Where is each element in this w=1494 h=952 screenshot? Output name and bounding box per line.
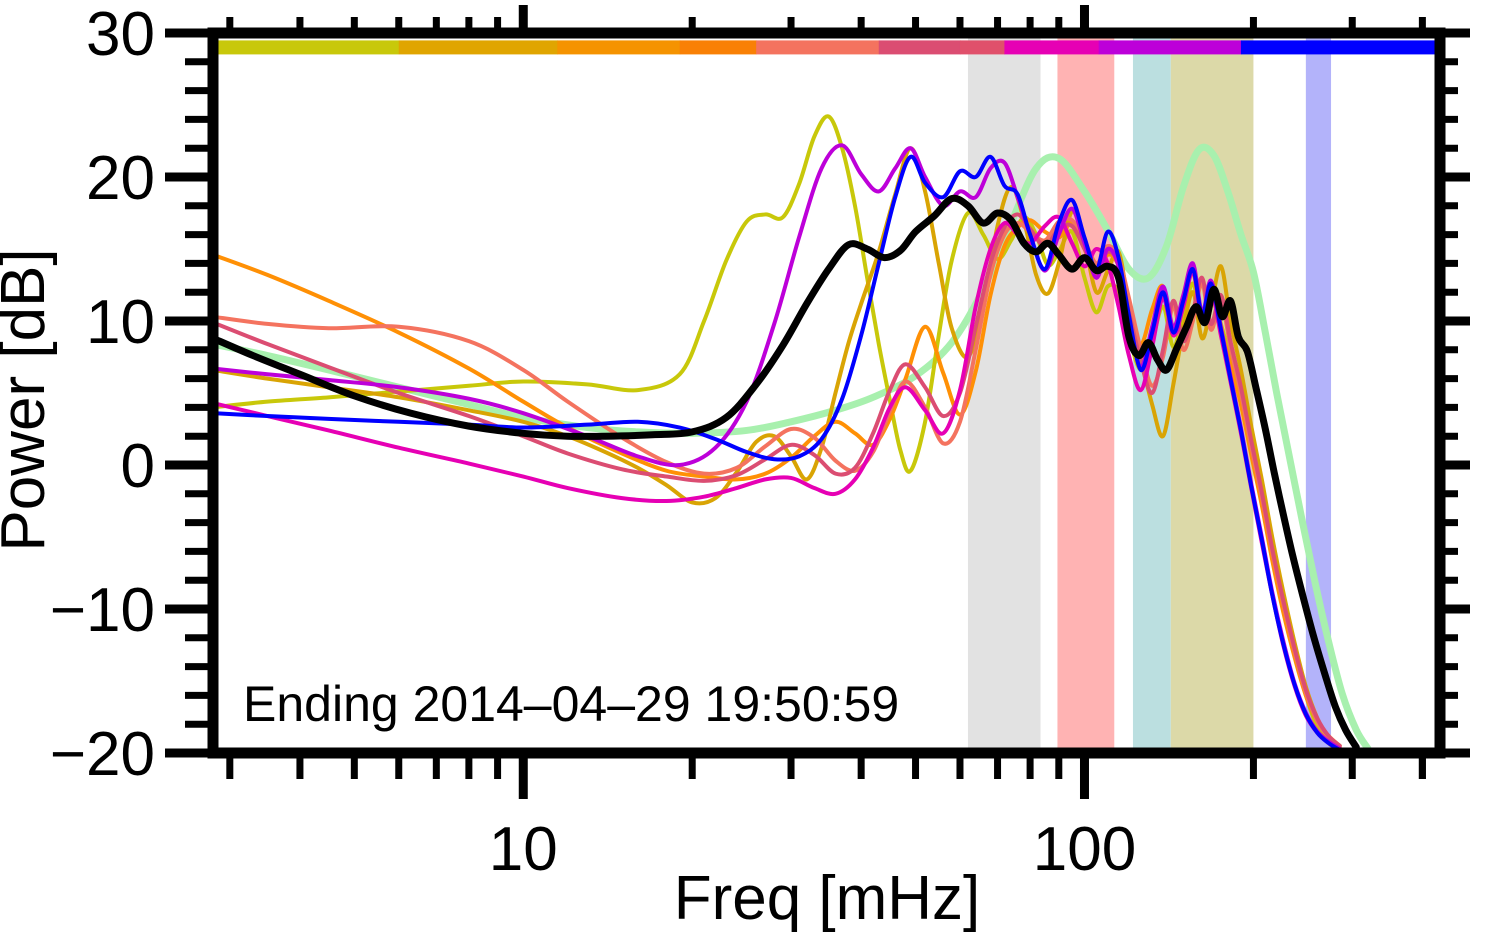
- colorbar-segment-2: [557, 40, 681, 55]
- y-tick-label-−20: −20: [50, 720, 155, 789]
- band-grey: [967, 33, 1041, 753]
- mean-spectrum: [213, 194, 1360, 751]
- colorbar-segment-9: [1240, 40, 1440, 55]
- colorbar-segment-7: [1004, 40, 1100, 55]
- band-pink: [1057, 33, 1115, 753]
- colorbar-segment-0: [213, 40, 400, 55]
- colorbar-segment-5: [878, 40, 961, 55]
- series-group: [213, 114, 1372, 753]
- y-axis-title: Power [dB]: [0, 248, 58, 551]
- spectrum-lightgreen: [213, 143, 1372, 753]
- y-tick-label-−10: −10: [50, 576, 155, 645]
- colorbar-segment-1: [398, 40, 558, 55]
- colorbar-segment-3: [679, 40, 757, 55]
- x-axis-title: Freq [mHz]: [674, 864, 981, 933]
- axis-ticks: [165, 5, 1470, 799]
- frequency-colorbar: [213, 40, 1440, 55]
- spectrum-darkyellow: [213, 146, 1342, 753]
- spectrum-blue: [213, 154, 1342, 753]
- x-tick-label-100: 100: [1033, 815, 1136, 884]
- colorbar-segment-6: [959, 40, 1006, 55]
- colorbar-segment-4: [756, 40, 880, 55]
- x-tick-label-10: 10: [489, 815, 558, 884]
- y-tick-label-10: 10: [86, 288, 155, 357]
- y-tick-label-20: 20: [86, 144, 155, 213]
- y-tick-label-30: 30: [86, 0, 155, 69]
- plot-frame: [207, 27, 1446, 759]
- frame-right: [1434, 27, 1446, 759]
- frame-left: [207, 27, 219, 759]
- frame-bottom: [207, 747, 1446, 759]
- colorbar-segment-8: [1098, 40, 1242, 55]
- ending-timestamp-label: Ending 2014‒04‒29 19:50:59: [243, 676, 899, 732]
- y-tick-label-0: 0: [121, 432, 155, 501]
- frame-top: [207, 27, 1446, 39]
